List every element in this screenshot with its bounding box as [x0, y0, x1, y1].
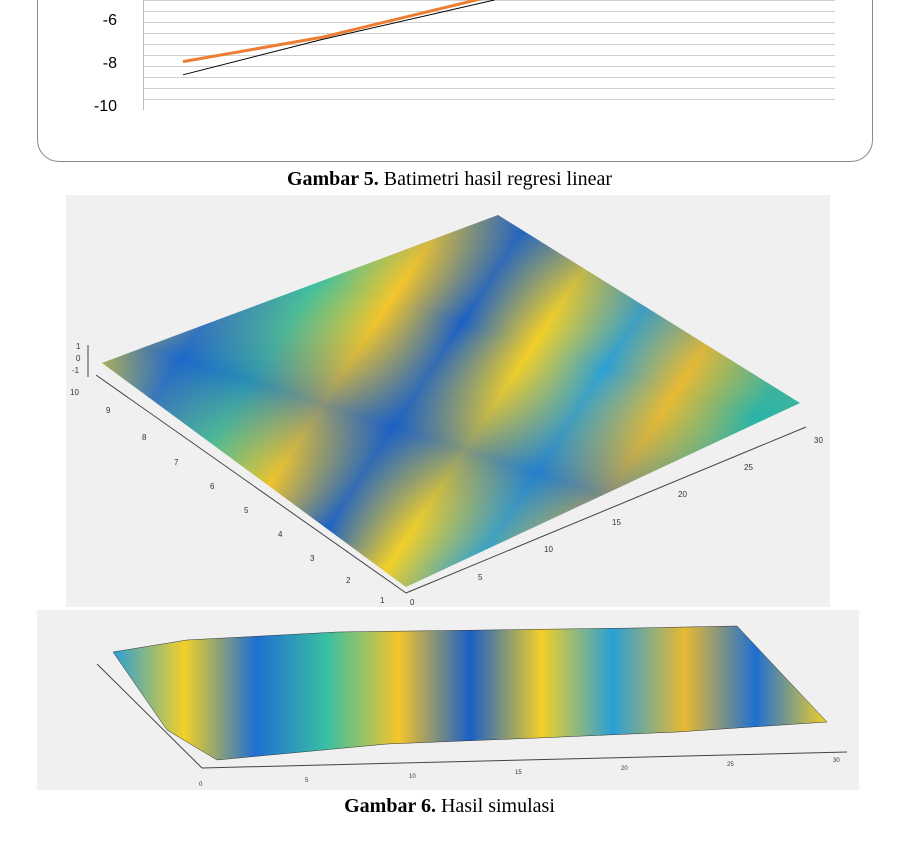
figure5-label: Gambar 5. — [286, 168, 379, 190]
z-tick-label: 1 — [76, 342, 81, 351]
x-tick-label: 30 — [833, 758, 840, 764]
figure6-caption: Gambar 6. Hasil simulasi — [0, 795, 899, 818]
regression-line — [182, 0, 483, 64]
x-tick-label: 25 — [727, 762, 734, 768]
y-tick-label: 1 — [380, 596, 385, 605]
y-tick-label: 2 — [346, 576, 351, 585]
figure6-label: Gambar 6. — [344, 795, 436, 817]
y-axis — [95, 374, 407, 594]
surface-plot-side-svg: 0 5 10 15 20 25 30 — [96, 625, 848, 788]
x-tick-label: 15 — [612, 518, 621, 527]
surface-plot-top: 1 0 -1 10 9 8 7 6 5 4 3 2 1 0 5 10 15 20… — [66, 195, 830, 607]
trend-line — [182, 0, 495, 76]
y-tick-label: -8 — [102, 55, 117, 72]
y-tick-label: 10 — [70, 388, 79, 397]
y-tick-label: 8 — [142, 433, 147, 442]
y-tick-label: 7 — [174, 458, 179, 467]
x-tick-label: 30 — [814, 436, 823, 445]
y-tick-label: 9 — [106, 406, 111, 415]
y-tick-label: 5 — [244, 506, 249, 515]
y-tick-label: -6 — [102, 12, 117, 29]
z-tick-label: 0 — [76, 354, 81, 363]
x-tick-label: 15 — [515, 770, 522, 776]
figure5-caption: Gambar 5. Batimetri hasil regresi linear — [0, 168, 899, 191]
x-tick-label: 25 — [744, 463, 753, 472]
x-tick-label: 0 — [410, 598, 415, 607]
x-tick-label: 10 — [409, 774, 416, 780]
line-chart — [143, 0, 835, 110]
surface — [112, 625, 828, 761]
surface-plot-top-svg: 1 0 -1 10 9 8 7 6 5 4 3 2 1 0 5 10 15 20… — [70, 215, 823, 607]
z-tick-label: -1 — [72, 366, 80, 375]
x-axis — [405, 426, 807, 594]
y-tick-label: 4 — [278, 530, 283, 539]
y-tick-label: 6 — [210, 482, 215, 491]
x-tick-label: 20 — [621, 766, 628, 772]
x-axis — [201, 751, 848, 769]
figure5-text: Batimetri hasil regresi linear — [378, 168, 613, 190]
x-tick-label: 10 — [544, 545, 553, 554]
y-axis — [96, 663, 203, 769]
x-tick-label: 0 — [199, 782, 203, 788]
y-tick-label: 3 — [310, 554, 315, 563]
figure6-text: Hasil simulasi — [435, 795, 555, 817]
y-tick-label: -10 — [93, 98, 117, 115]
surface-plot-side: 0 5 10 15 20 25 30 — [37, 610, 859, 790]
x-tick-label: 5 — [478, 573, 483, 582]
surface-shading — [102, 215, 800, 587]
x-tick-label: 20 — [678, 490, 687, 499]
x-tick-label: 5 — [305, 778, 309, 784]
chart-frame — [37, 0, 873, 162]
